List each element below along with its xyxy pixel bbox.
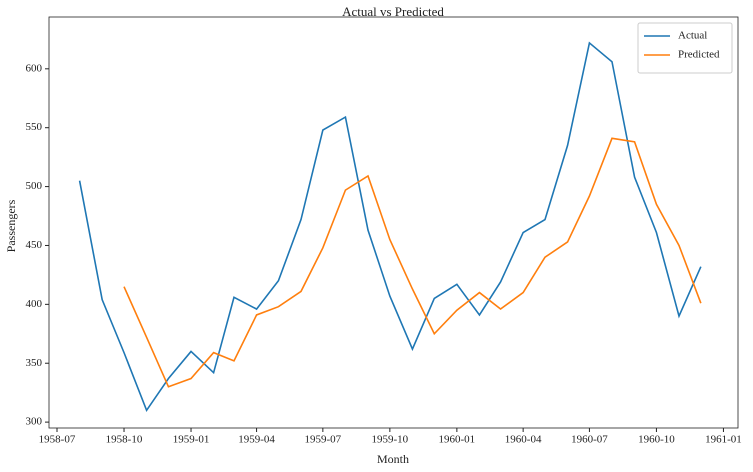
chart-title: Actual vs Predicted <box>342 4 444 19</box>
x-tick-label: 1959-10 <box>372 434 409 446</box>
y-tick-label: 600 <box>26 62 43 74</box>
x-tick-label: 1961-01 <box>705 434 742 446</box>
x-tick-label: 1959-04 <box>238 434 275 446</box>
x-tick-label: 1960-07 <box>571 434 608 446</box>
y-axis-label: Passengers <box>4 199 18 252</box>
legend-label: Predicted <box>678 49 720 61</box>
y-tick-label: 350 <box>26 357 43 369</box>
plot-frame <box>48 16 739 429</box>
x-tick-label: 1960-01 <box>439 434 476 446</box>
x-tick-label: 1959-07 <box>305 434 342 446</box>
y-tick-label: 550 <box>26 121 43 133</box>
y-tick-label: 500 <box>26 180 43 192</box>
x-tick-label: 1959-01 <box>173 434 210 446</box>
x-axis-label: Month <box>377 452 409 466</box>
x-tick-label: 1958-10 <box>106 434 143 446</box>
legend-label: Actual <box>678 30 707 42</box>
series-line <box>123 137 702 388</box>
y-tick-label: 450 <box>26 239 43 251</box>
y-tick-label: 400 <box>26 298 43 310</box>
series-line <box>78 41 702 413</box>
x-tick-label: 1960-04 <box>505 434 542 446</box>
y-tick-label: 300 <box>26 416 43 428</box>
x-tick-label: 1958-07 <box>39 434 76 446</box>
x-tick-label: 1960-10 <box>638 434 675 446</box>
